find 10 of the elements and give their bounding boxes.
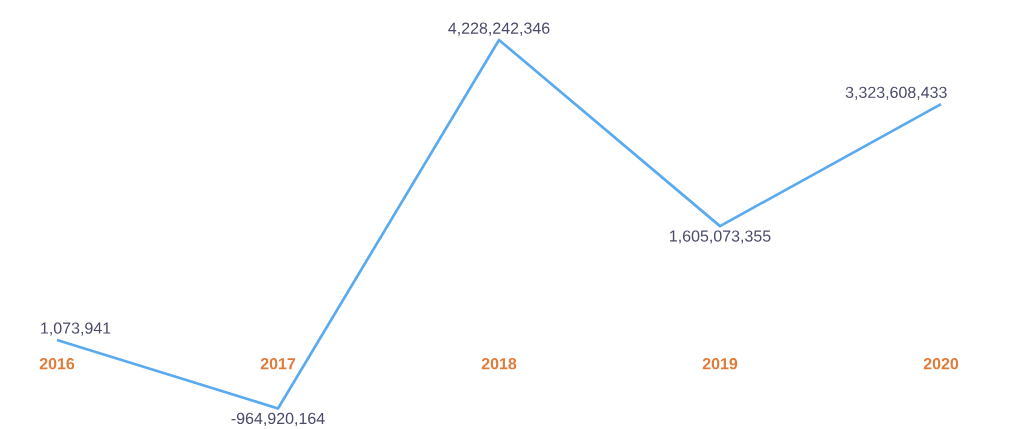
x-tick-label: 2017 [260,358,296,370]
data-label: 3,323,608,433 [845,86,947,100]
x-tick-label: 2018 [481,358,517,370]
x-tick-label: 2019 [702,358,738,370]
x-tick-label: 2016 [39,358,75,370]
data-label: -964,920,164 [231,412,325,426]
data-label: 4,228,242,346 [448,22,550,36]
x-tick-label: 2020 [923,358,959,370]
data-label: 1,073,941 [41,322,111,336]
data-label: 1,605,073,355 [670,230,771,244]
